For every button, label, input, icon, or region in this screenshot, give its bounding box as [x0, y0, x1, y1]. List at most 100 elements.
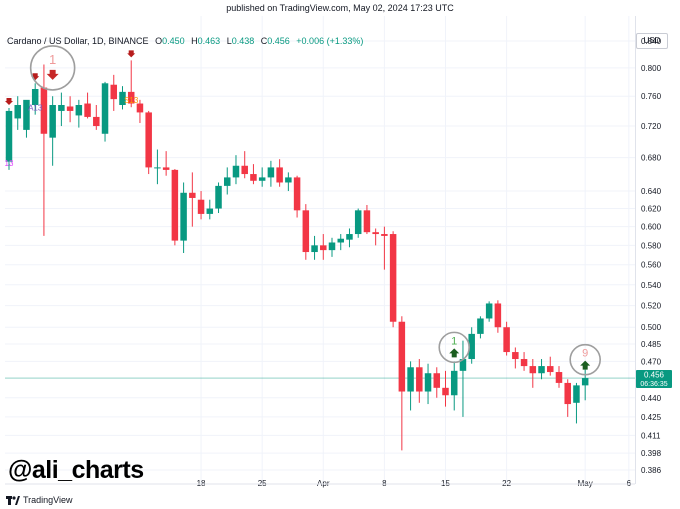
candle-body[interactable]: [40, 87, 48, 134]
candle-body[interactable]: [573, 385, 580, 403]
plot-border: [5, 16, 636, 484]
candle-body[interactable]: [267, 167, 275, 178]
candle-body[interactable]: [224, 177, 231, 186]
candle-body[interactable]: [162, 167, 170, 170]
y-tick-label: 0.640: [641, 187, 662, 196]
candle-body[interactable]: [485, 303, 493, 319]
sell-signal-arrow-icon: [46, 69, 59, 80]
candle-body[interactable]: [363, 210, 371, 233]
candle-body[interactable]: [232, 165, 240, 178]
y-tick-label: 0.470: [641, 357, 662, 366]
last-price-countdown: 06:36:35: [640, 381, 667, 388]
buy-signal-circle: [438, 331, 471, 364]
y-tick-label: 0.600: [641, 223, 662, 232]
y-tick-label: 0.720: [641, 122, 662, 131]
author-watermark: @ali_charts: [8, 456, 144, 484]
candle-body[interactable]: [197, 199, 205, 214]
candle-body[interactable]: [23, 99, 30, 130]
candle-body[interactable]: [354, 210, 362, 235]
open-value: 0.450: [162, 36, 185, 46]
candle-body[interactable]: [372, 232, 379, 235]
last-price-tag: [636, 370, 672, 389]
candle-body[interactable]: [49, 104, 56, 138]
candle-body[interactable]: [328, 242, 336, 251]
y-tick-label: 0.440: [641, 394, 662, 403]
candle-body[interactable]: [171, 169, 179, 241]
candle-body[interactable]: [520, 359, 528, 367]
candle-body[interactable]: [547, 366, 554, 373]
candle-body[interactable]: [276, 167, 283, 183]
candle-body[interactable]: [14, 104, 21, 119]
chart-header: Cardano / US Dollar, 1D, BINANCE O0.450 …: [7, 36, 363, 46]
candle-body[interactable]: [538, 366, 545, 374]
candle-body[interactable]: [127, 91, 135, 104]
y-tick-label: 0.680: [641, 154, 662, 163]
currency-button[interactable]: USD: [636, 33, 668, 49]
buy-signal-arrow-icon: [580, 360, 591, 370]
candle-body[interactable]: [424, 373, 432, 392]
candle-body[interactable]: [66, 106, 74, 111]
candle-body[interactable]: [206, 208, 214, 214]
candle-body[interactable]: [241, 165, 248, 175]
candle-body[interactable]: [564, 382, 571, 405]
candle-body[interactable]: [311, 245, 318, 253]
candle-body[interactable]: [320, 245, 327, 251]
candle-body[interactable]: [512, 352, 519, 360]
close-value: 0.456: [267, 36, 290, 46]
candle-body[interactable]: [433, 373, 441, 388]
candle-body[interactable]: [145, 112, 152, 168]
chart-area[interactable]: 0.840 0.800 0.760 0.720 0.680 0.640 0.620 0.600…: [0, 16, 680, 492]
candle-body[interactable]: [154, 167, 161, 169]
candle-body[interactable]: [381, 234, 388, 236]
candle-body[interactable]: [503, 327, 510, 353]
td-count-label: A13: [28, 104, 43, 113]
candle-body[interactable]: [293, 177, 301, 211]
open-label: O: [155, 36, 163, 46]
published-note: published on TradingView.com, May 02, 20…: [226, 3, 454, 13]
candle-body[interactable]: [302, 210, 310, 253]
candle-body[interactable]: [31, 89, 39, 105]
candle-body[interactable]: [84, 103, 91, 117]
candle-body[interactable]: [110, 84, 118, 100]
candle-body[interactable]: [459, 359, 467, 371]
candle-body[interactable]: [189, 192, 196, 198]
candle-body[interactable]: [450, 370, 458, 396]
candle-body[interactable]: [416, 367, 423, 392]
candle-body[interactable]: [58, 104, 65, 111]
candle-body[interactable]: [468, 333, 475, 360]
candle-body[interactable]: [75, 104, 83, 116]
candle-body[interactable]: [398, 321, 406, 392]
candle-body[interactable]: [5, 110, 13, 162]
tradingview-logo-text: TradingView: [23, 495, 73, 505]
y-tick-label: 0.520: [641, 302, 662, 311]
candle-body[interactable]: [494, 303, 502, 328]
candle-body[interactable]: [529, 366, 537, 374]
candle-body[interactable]: [285, 177, 292, 183]
high-value: 0.463: [197, 36, 221, 46]
td-count-label: 13: [5, 159, 14, 168]
y-tick-label: 0.760: [641, 92, 662, 101]
candle-body[interactable]: [215, 185, 222, 209]
candle-body[interactable]: [180, 192, 187, 241]
low-value: 0.438: [231, 36, 255, 46]
candle-body[interactable]: [250, 174, 257, 181]
y-tick-label: 0.425: [641, 413, 662, 422]
candle-body[interactable]: [136, 103, 144, 113]
candle-body[interactable]: [258, 177, 266, 181]
candle-body[interactable]: [581, 378, 589, 386]
buy-signal-arrow-icon: [449, 348, 460, 358]
candle-body[interactable]: [442, 387, 449, 396]
candle-body[interactable]: [389, 234, 397, 322]
tradingview-logo[interactable]: TradingView: [6, 495, 73, 505]
sell-signal-count: 1: [49, 52, 56, 67]
candle-body[interactable]: [477, 318, 484, 334]
candle-body[interactable]: [93, 116, 100, 127]
candlestick-chart[interactable]: 0.840 0.800 0.760 0.720 0.680 0.640 0.620 0.600…: [0, 16, 680, 492]
candle-body[interactable]: [119, 91, 126, 105]
candle-body[interactable]: [407, 367, 414, 392]
candle-body[interactable]: [346, 234, 353, 240]
y-tick-label: 0.485: [641, 340, 662, 349]
candle-body[interactable]: [555, 372, 563, 383]
candle-body[interactable]: [101, 83, 109, 134]
candle-body[interactable]: [337, 238, 344, 243]
